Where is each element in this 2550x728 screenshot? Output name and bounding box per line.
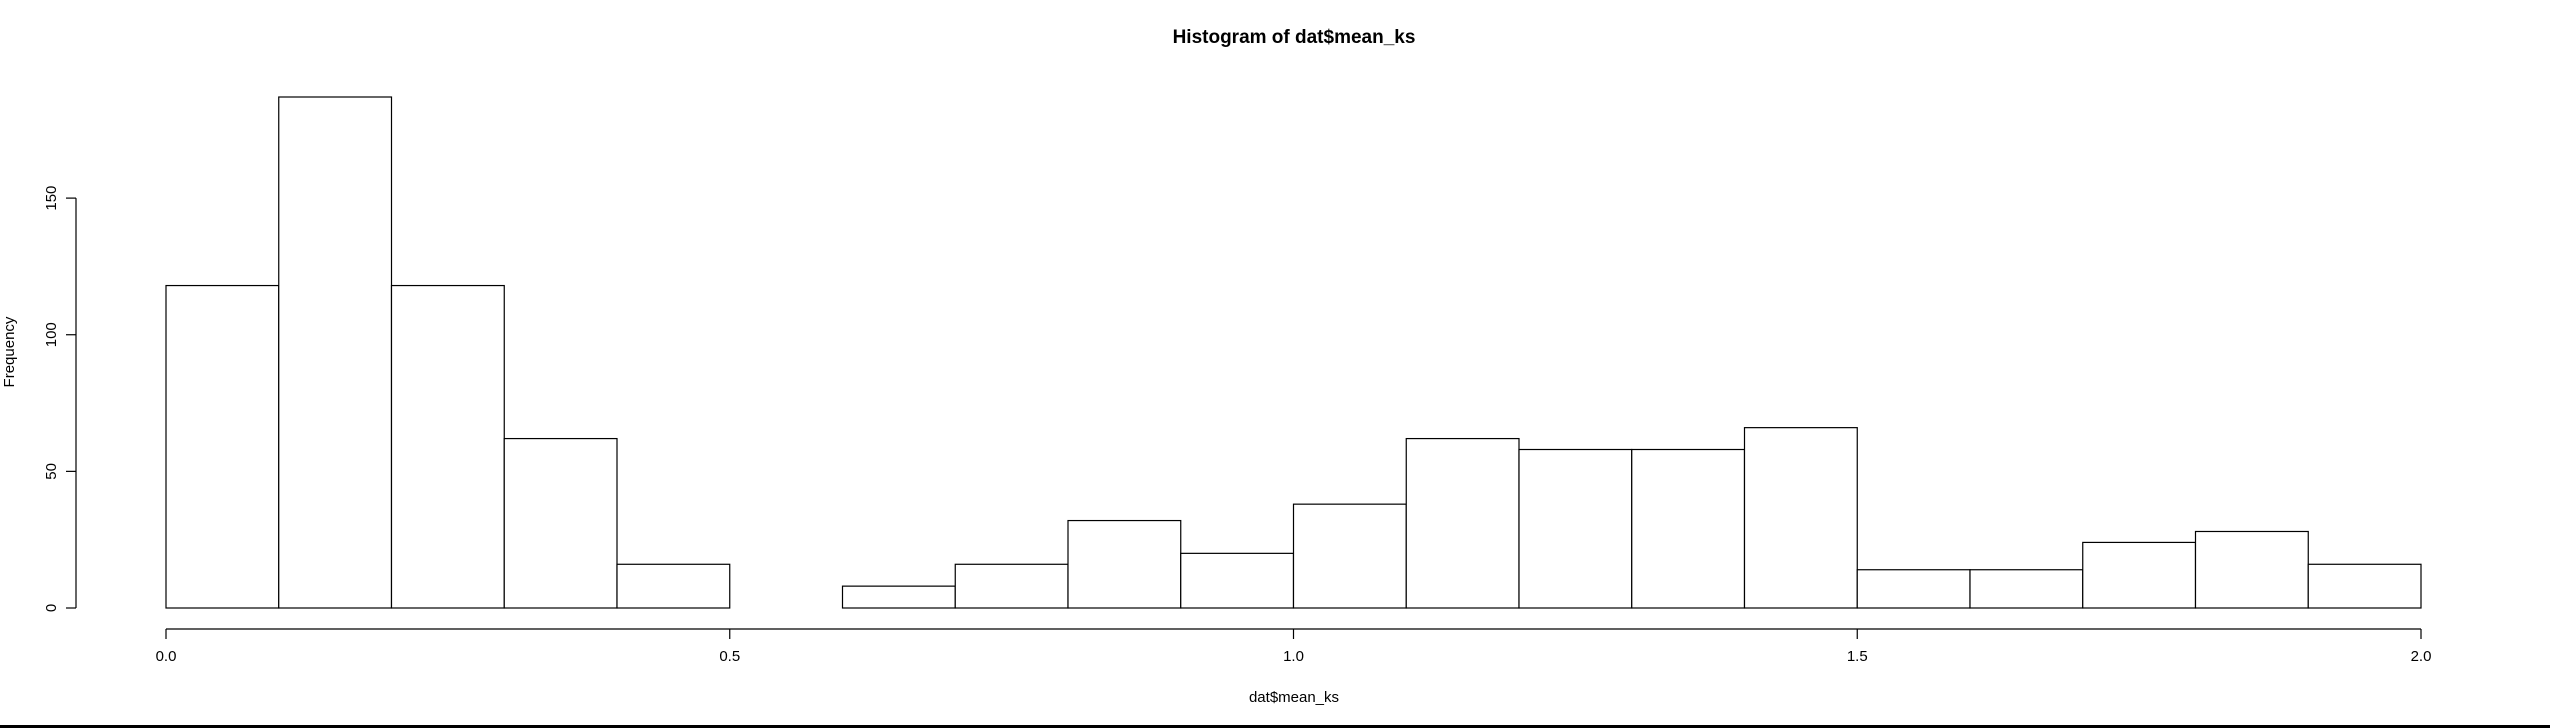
y-axis: 0 50 100 150 bbox=[43, 186, 77, 612]
histogram-bar bbox=[278, 96, 393, 609]
x-tick-label: 1.5 bbox=[1847, 648, 1868, 665]
histogram-bar bbox=[1856, 569, 1971, 609]
histogram-bar bbox=[841, 585, 956, 609]
histogram-bar bbox=[390, 284, 505, 609]
histogram-bar bbox=[1405, 437, 1520, 609]
histogram-bar bbox=[165, 284, 280, 609]
bottom-border bbox=[0, 725, 2550, 728]
histogram-bar bbox=[2307, 563, 2422, 609]
histogram-bar bbox=[954, 563, 1069, 609]
x-tick-label: 1.0 bbox=[1283, 648, 1304, 665]
histogram-bar bbox=[2194, 530, 2309, 609]
histogram-bar bbox=[1969, 569, 2084, 609]
x-tick-label: 2.0 bbox=[2411, 648, 2432, 665]
y-axis-label: Frequency bbox=[1, 316, 18, 387]
y-tick-label: 150 bbox=[43, 186, 60, 211]
histogram-bar bbox=[1067, 519, 1182, 609]
y-tick-label: 0 bbox=[43, 604, 60, 612]
x-tick-label: 0.5 bbox=[719, 648, 740, 665]
histogram-bar bbox=[503, 437, 618, 609]
x-tick-label: 0.0 bbox=[156, 648, 177, 665]
histogram-bar bbox=[1292, 503, 1407, 609]
histogram-bar bbox=[1180, 552, 1295, 609]
chart-title: Histogram of dat$mean_ks bbox=[1173, 27, 1416, 48]
histogram-bar bbox=[616, 563, 731, 609]
x-axis: 0.0 0.5 1.0 1.5 2.0 bbox=[156, 628, 2432, 665]
x-axis-label: dat$mean_ks bbox=[1249, 689, 1339, 706]
y-tick-label: 100 bbox=[43, 322, 60, 347]
y-tick-label: 50 bbox=[43, 463, 60, 480]
histogram-bar bbox=[1518, 448, 1633, 609]
histogram-bar bbox=[2082, 541, 2197, 609]
bars-group bbox=[165, 96, 2422, 609]
histogram-bar bbox=[1631, 448, 1746, 609]
histogram-bar bbox=[1743, 427, 1858, 609]
